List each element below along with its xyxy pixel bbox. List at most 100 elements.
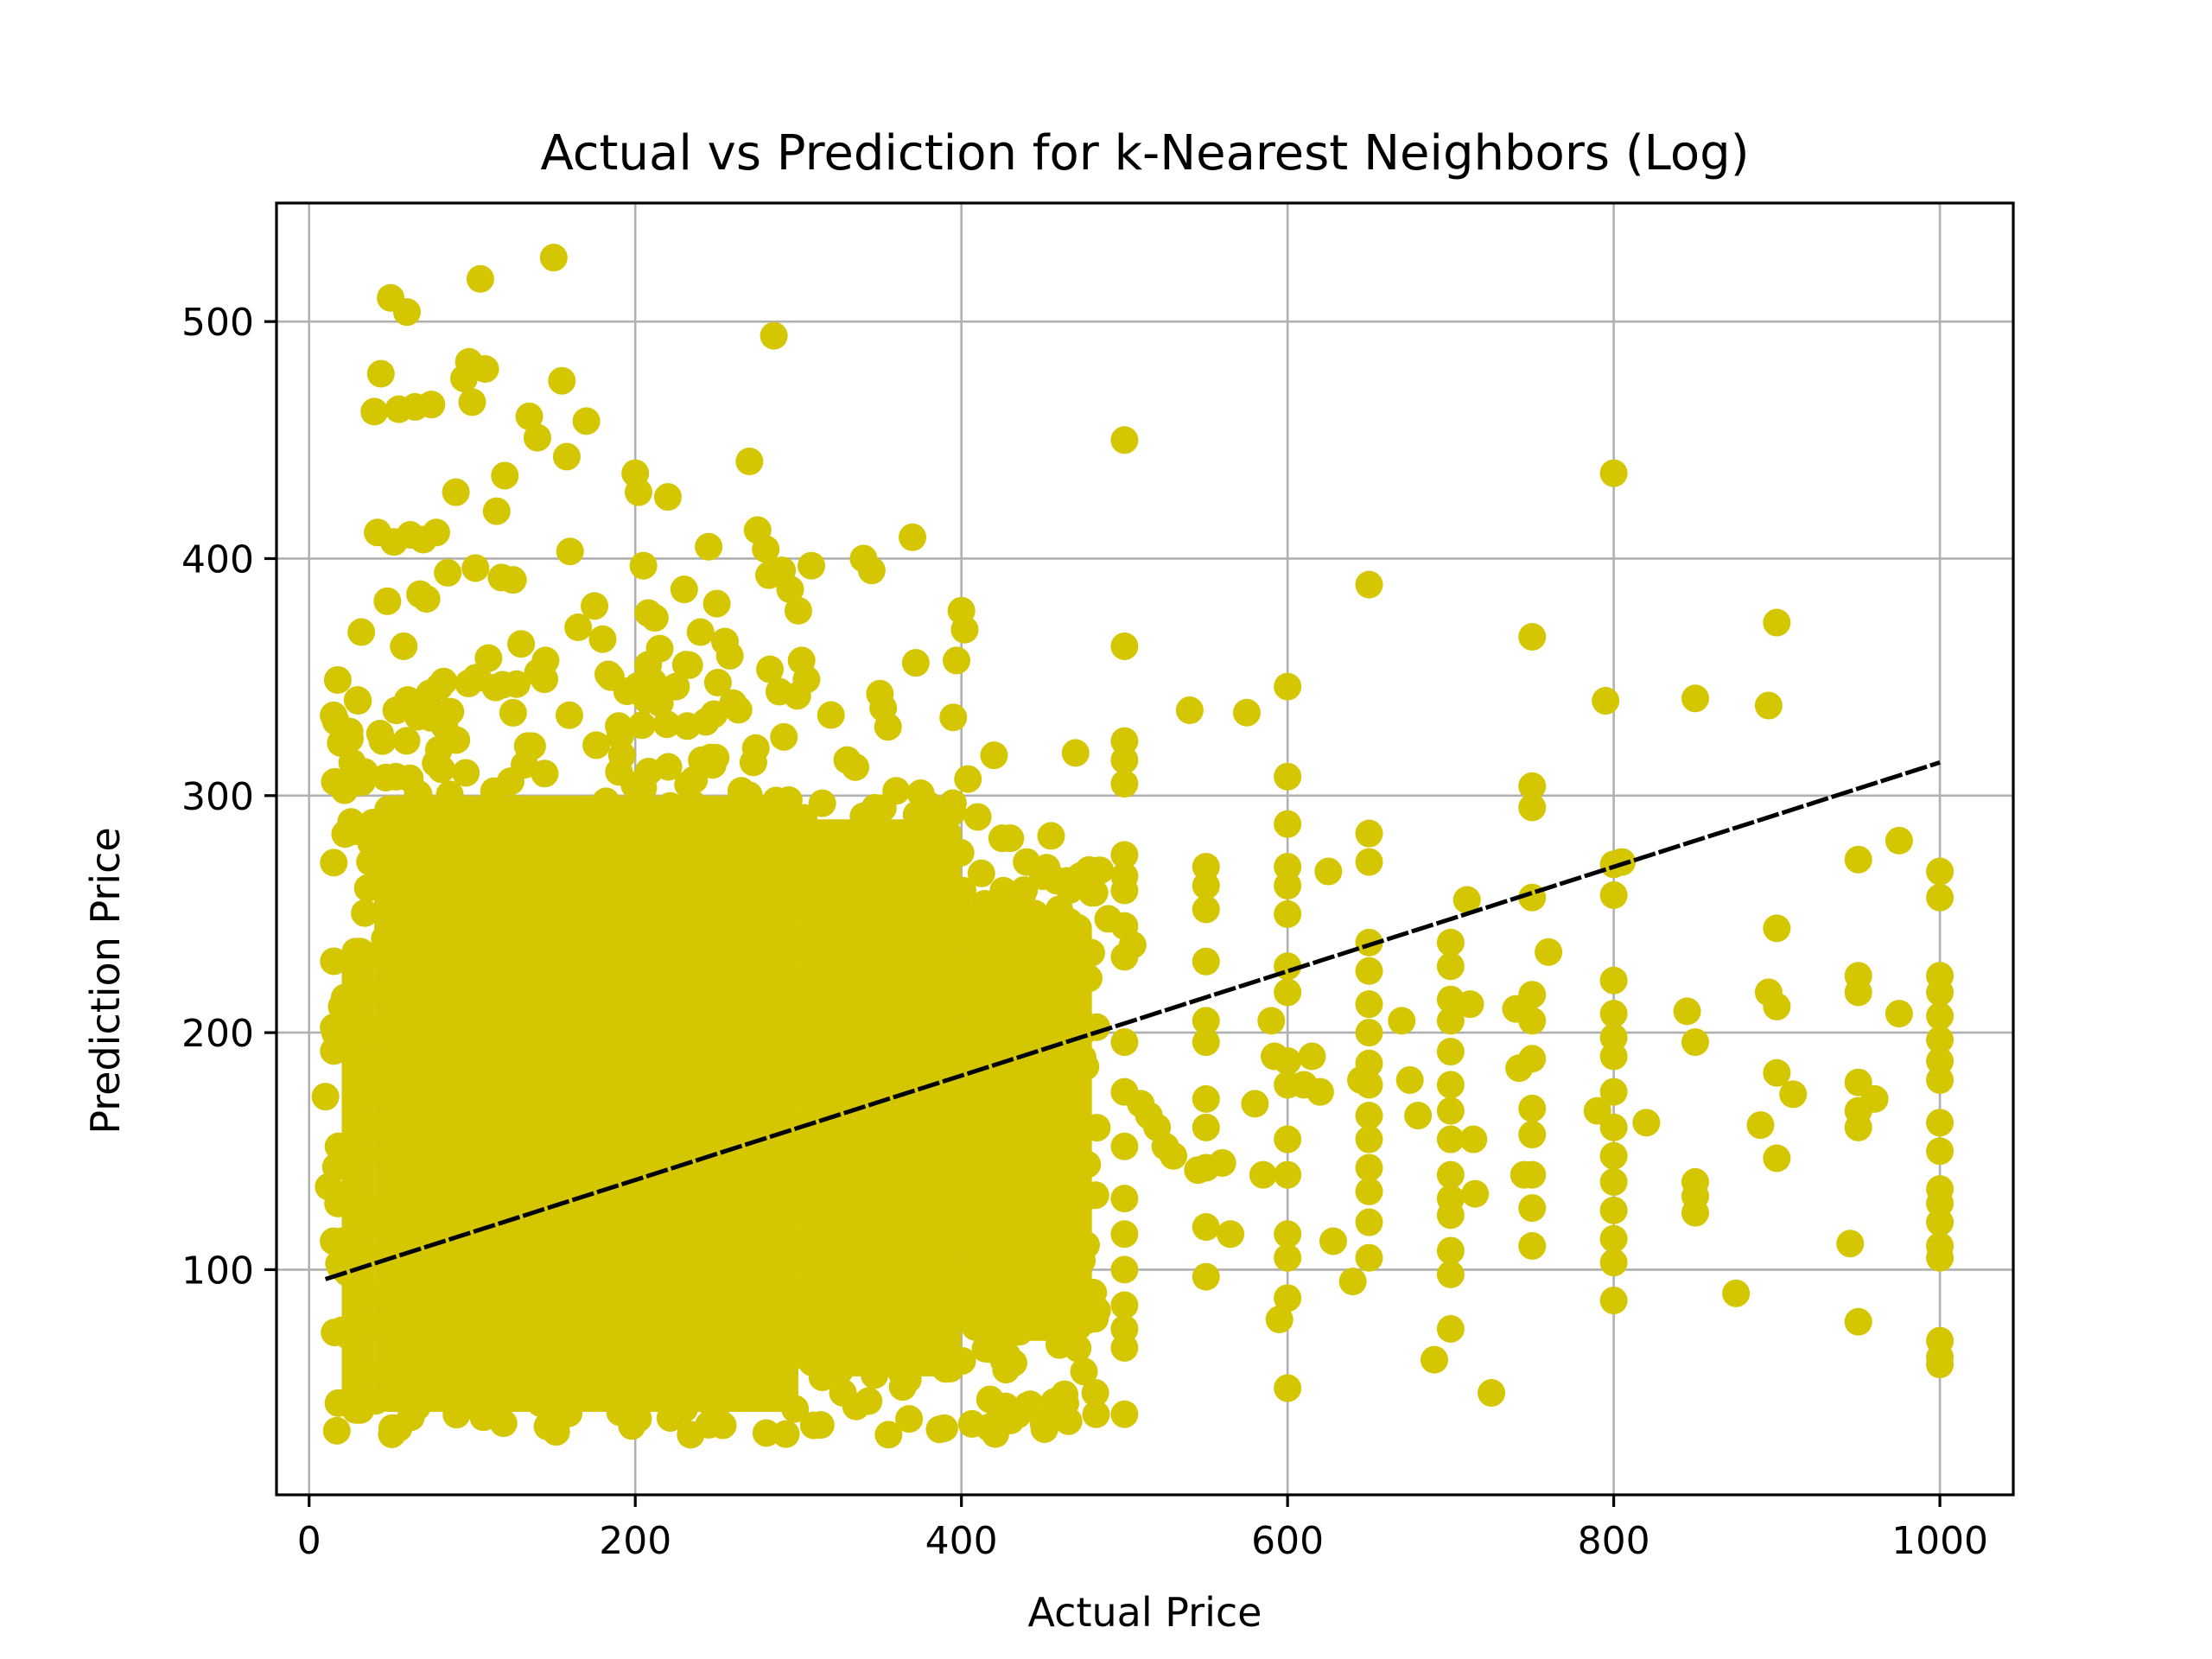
data-point — [378, 1414, 406, 1442]
data-point — [1518, 1231, 1547, 1260]
data-point — [706, 882, 734, 911]
data-point — [1436, 1201, 1465, 1230]
data-point — [953, 1218, 982, 1247]
data-point — [641, 1223, 670, 1251]
x-tick-label: 1000 — [1891, 1519, 1988, 1563]
data-point — [901, 649, 930, 677]
data-point — [1355, 570, 1383, 599]
data-point — [542, 1418, 570, 1446]
data-point — [444, 1086, 473, 1115]
data-point — [1059, 1204, 1088, 1232]
data-point — [1722, 1279, 1751, 1307]
data-point — [630, 1059, 658, 1088]
data-point — [1110, 1400, 1139, 1428]
data-point — [652, 1255, 681, 1284]
data-point — [372, 1052, 400, 1081]
data-point — [1461, 1179, 1490, 1208]
data-point — [938, 789, 967, 817]
data-point — [459, 1239, 487, 1268]
data-point — [491, 461, 519, 490]
data-point — [507, 630, 536, 658]
data-point — [700, 1034, 728, 1063]
data-point — [786, 882, 815, 911]
data-point — [1110, 1314, 1139, 1343]
data-point — [1632, 1109, 1661, 1137]
data-point — [717, 1256, 746, 1285]
data-point — [1160, 1141, 1188, 1170]
data-point — [360, 397, 389, 426]
data-point — [569, 1096, 597, 1125]
data-point — [436, 847, 465, 875]
data-point — [1192, 1213, 1220, 1242]
data-point — [861, 1361, 889, 1389]
data-point — [1355, 819, 1383, 848]
data-point — [1844, 978, 1872, 1007]
data-point — [1004, 1196, 1033, 1224]
data-point — [548, 366, 576, 395]
data-point — [670, 1395, 698, 1423]
data-point — [715, 641, 744, 670]
data-point — [729, 1058, 758, 1087]
data-point — [1836, 1230, 1865, 1258]
y-tick-label: 100 — [181, 1249, 254, 1293]
data-point — [699, 1377, 728, 1406]
data-point — [996, 824, 1025, 853]
data-point — [471, 355, 499, 384]
data-point — [435, 780, 464, 809]
data-point — [653, 483, 682, 512]
data-point — [382, 762, 410, 791]
data-point — [1518, 981, 1547, 1009]
data-point — [539, 244, 568, 272]
data-point — [423, 1330, 452, 1358]
data-point — [818, 1052, 847, 1081]
data-point — [588, 625, 617, 653]
data-point — [1436, 1260, 1465, 1288]
data-point — [739, 748, 767, 777]
data-point — [454, 670, 483, 698]
data-point — [471, 1141, 499, 1169]
data-point — [596, 909, 625, 938]
data-point — [408, 1088, 436, 1116]
data-point — [880, 1333, 909, 1362]
data-point — [1518, 622, 1547, 651]
data-point — [1074, 964, 1103, 993]
data-point — [323, 665, 352, 694]
data-point — [335, 724, 364, 753]
data-point — [714, 1210, 742, 1238]
data-point — [760, 321, 788, 350]
data-point — [467, 1333, 495, 1362]
data-point — [812, 1242, 841, 1270]
data-point — [544, 853, 573, 881]
data-point — [1436, 1236, 1465, 1265]
data-point — [417, 391, 446, 419]
data-point — [1037, 822, 1065, 850]
data-point — [452, 759, 480, 787]
data-point — [564, 613, 593, 642]
data-point — [1478, 1379, 1506, 1408]
data-point — [345, 1336, 373, 1364]
data-point — [461, 1007, 490, 1035]
data-point — [406, 1029, 435, 1058]
data-point — [1118, 931, 1147, 959]
data-point — [1518, 793, 1547, 822]
data-point — [1072, 1306, 1101, 1335]
data-point — [488, 671, 517, 699]
data-point — [1032, 1129, 1060, 1158]
data-point — [702, 1230, 731, 1258]
data-point — [630, 1199, 658, 1228]
data-point — [361, 1387, 390, 1415]
data-point — [553, 1176, 582, 1205]
data-point — [892, 962, 920, 990]
data-point — [1763, 1058, 1791, 1087]
data-point — [765, 677, 793, 706]
data-point — [1110, 1255, 1139, 1284]
data-point — [1192, 1028, 1220, 1057]
data-point — [392, 727, 421, 755]
data-point — [331, 1030, 359, 1058]
data-point — [393, 686, 422, 715]
data-point — [1010, 1116, 1039, 1144]
data-point — [1456, 990, 1484, 1019]
data-point — [606, 1128, 634, 1156]
data-point — [1926, 1137, 1955, 1166]
data-point — [518, 732, 546, 760]
